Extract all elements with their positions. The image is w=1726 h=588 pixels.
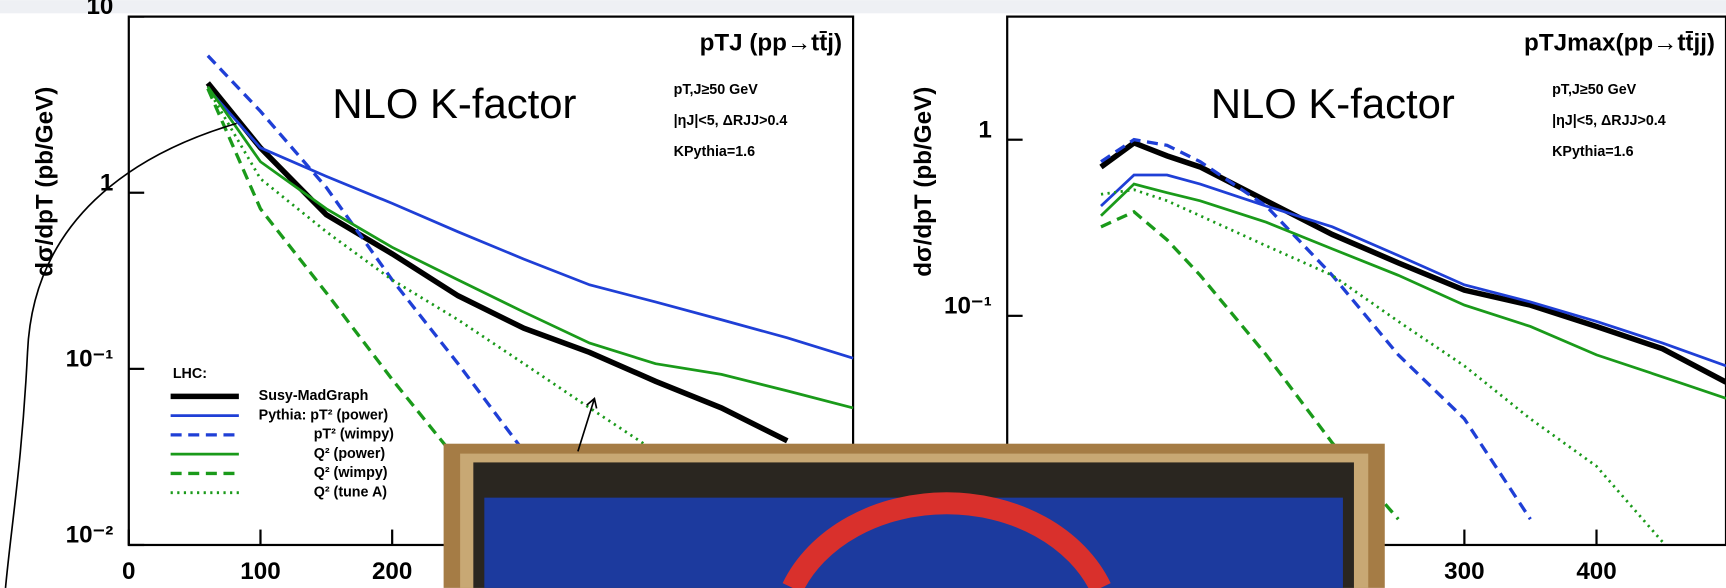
red-circle <box>782 492 1111 588</box>
series-line <box>206 54 591 539</box>
pointer-arrow <box>4 122 237 588</box>
y-tick-label: 10⁻² <box>66 522 114 549</box>
series-line <box>1099 139 1726 385</box>
photo <box>443 443 1385 588</box>
series-line <box>1100 182 1726 400</box>
cut-text: pT,J≥50 GeV <box>1552 82 1637 98</box>
series-line <box>205 81 789 444</box>
series-line <box>206 87 789 539</box>
legend-label: Pythia: pT² (power) <box>259 407 389 423</box>
x-tick-label: 300 <box>1444 558 1484 585</box>
plot-label: pTJ (pp→tt̄j) <box>700 30 843 57</box>
cut-text: pT,J≥50 GeV <box>674 82 759 98</box>
legend-label: Susy-MadGraph <box>259 388 369 404</box>
legend-label: Q² (power) <box>314 446 386 462</box>
legend-label: Q² (tune A) <box>314 484 388 500</box>
legend-title: LHC: <box>173 366 207 382</box>
series-line <box>206 87 854 360</box>
series-line <box>1100 137 1532 521</box>
x-tick-label: 400 <box>1576 558 1616 585</box>
cut-text: KPythia=1.6 <box>1552 144 1634 160</box>
top-bar <box>0 0 1726 14</box>
pointer-arrow-small <box>577 397 598 452</box>
annotation: NLO K-factor <box>1211 80 1455 127</box>
cut-text: KPythia=1.6 <box>674 144 756 160</box>
series-line <box>1100 209 1400 521</box>
series-line <box>1100 173 1726 368</box>
legend-label: pT² (wimpy) <box>314 427 394 443</box>
y-axis-label: dσ/dpT (pb/GeV) <box>910 87 937 277</box>
series-line <box>206 87 460 463</box>
cut-text: |ηJ|<5, ΔRJJ>0.4 <box>1552 113 1666 129</box>
y-axis-label: dσ/dpT (pb/GeV) <box>32 87 59 277</box>
plot-label: pTJmax(pp→tt̄jj) <box>1524 30 1715 57</box>
annotation: NLO K-factor <box>332 80 576 127</box>
y-tick-label: 1 <box>100 169 113 196</box>
y-tick-label: 10⁻¹ <box>944 292 992 319</box>
series-line <box>206 85 854 410</box>
x-tick-label: 100 <box>240 558 280 585</box>
y-tick-label: 1 <box>978 116 991 143</box>
cut-text: |ηJ|<5, ΔRJJ>0.4 <box>674 113 788 129</box>
legend-label: Q² (wimpy) <box>314 465 388 481</box>
x-tick-label: 200 <box>372 558 412 585</box>
y-tick-label: 10 <box>86 0 113 20</box>
y-tick-label: 10⁻¹ <box>66 345 114 372</box>
x-tick-label: 0 <box>122 558 135 585</box>
